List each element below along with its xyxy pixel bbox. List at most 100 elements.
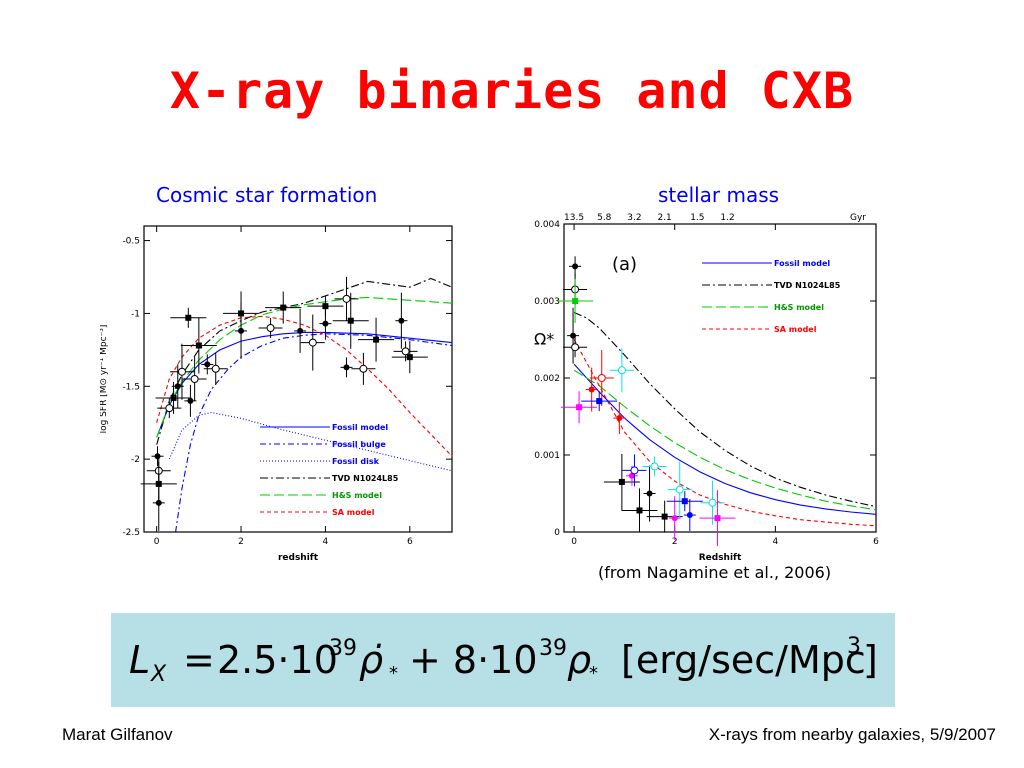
top-tick-label: 13.5	[564, 213, 584, 223]
top-tick-label: 1.2	[720, 213, 734, 223]
data-point	[617, 366, 626, 375]
x-tick-label: 6	[873, 537, 879, 547]
right-figure-caption: stellar mass	[658, 183, 780, 207]
data-point	[572, 263, 579, 270]
data-point	[686, 512, 693, 519]
formula-units-exp: 3	[847, 634, 861, 659]
sfr-plot-panel: 0 2 4 6 -0.5 -1 -1.5 -2 -2.5 Fossil model Fossil b…	[99, 212, 462, 572]
data-point	[373, 336, 380, 343]
x-axis-label: Redshift	[699, 553, 742, 563]
legend-label: TVD N1024L85	[774, 281, 841, 290]
legend-label: Fossil model	[332, 423, 388, 432]
data-point	[204, 361, 211, 368]
formula: L X = 2.5·10 39 ρ̇ * + 8·10 39 ρ * [erg/…	[129, 634, 878, 687]
top-tick-label: 2.1	[657, 213, 671, 223]
top-tick-label: 1.5	[690, 213, 704, 223]
formula-star1: *	[389, 663, 398, 684]
data-point	[322, 303, 329, 310]
data-point	[170, 394, 177, 401]
data-point	[597, 374, 606, 382]
data-point	[174, 383, 181, 390]
legend-label: Fossil disk	[332, 457, 380, 466]
data-point	[616, 415, 623, 422]
data-point	[187, 397, 194, 404]
y-axis-label: Ω*	[534, 330, 554, 349]
formula-lhs: L	[129, 638, 150, 682]
series-line	[156, 296, 453, 438]
series-line	[573, 369, 877, 511]
data-point	[646, 490, 653, 497]
data-point	[238, 327, 245, 334]
legend-label: Fossil model	[774, 259, 830, 268]
data-point	[297, 327, 304, 334]
data-point	[280, 304, 287, 311]
legend-label: H&S model	[332, 491, 382, 500]
data-point	[596, 398, 603, 405]
data-point	[343, 364, 350, 371]
data-point	[266, 324, 275, 332]
panel-label: (a)	[612, 254, 637, 275]
data-point	[572, 298, 579, 304]
legend-label: SA model	[332, 508, 375, 517]
stellar-mass-chart: 0 2 4 6 0 0.001 0.002 0.003 0.004 Fossil model TVD…	[534, 213, 879, 563]
data-point	[588, 386, 595, 393]
data-point	[630, 466, 639, 475]
footer-author: Marat Gilfanov	[62, 725, 173, 744]
plot-frame	[143, 225, 453, 533]
formula-star2: *	[589, 663, 598, 684]
svg-text:=: =	[183, 638, 215, 682]
data-point	[681, 498, 688, 505]
series-line	[168, 411, 453, 472]
data-point	[661, 513, 668, 520]
formula-exp2: 39	[539, 636, 567, 661]
stellar-mass-plot-panel: 0 2 4 6 0 0.001 0.002 0.003 0.004 Fossil model TVD…	[518, 208, 888, 568]
y-tick-label: 0	[554, 528, 560, 538]
top-axis-label: Gyr	[850, 213, 866, 223]
data-point	[714, 515, 721, 522]
data-point	[177, 367, 186, 376]
data-point	[154, 453, 161, 460]
formula-exp1: 39	[329, 636, 357, 661]
y-tick-label: 0.003	[534, 297, 560, 307]
x-tick-label: 4	[772, 537, 778, 547]
y-axis-label: log SFR [M⊙ yr⁻¹ Mpc⁻³]	[100, 325, 109, 434]
data-point	[708, 498, 717, 507]
legend-label: Fossil bulge	[332, 440, 386, 449]
data-point	[671, 515, 678, 522]
y-tick-label: -2	[131, 455, 140, 465]
data-point	[571, 343, 580, 352]
data-point	[359, 364, 368, 373]
y-tick-label: -1.5	[122, 382, 140, 392]
data-point	[650, 462, 659, 471]
data-point	[636, 507, 643, 514]
footer-event: X-rays from nearby galaxies, 5/9/2007	[708, 725, 996, 744]
data-point	[322, 320, 329, 327]
series-line	[573, 311, 877, 508]
top-tick-label: 5.8	[597, 213, 612, 223]
y-tick-label: 0.004	[534, 220, 560, 230]
top-tick-label: 3.2	[627, 213, 641, 223]
formula-box: L X = 2.5·10 39 ρ̇ * + 8·10 39 ρ * [erg/…	[111, 613, 895, 707]
y-tick-label: -1	[131, 309, 140, 319]
x-tick-label: 4	[323, 537, 329, 547]
data-point	[211, 364, 220, 373]
data-point	[570, 332, 577, 339]
legend-label: H&S model	[774, 303, 824, 312]
x-tick-label: 2	[238, 537, 244, 547]
y-tick-label: -2.5	[122, 528, 140, 538]
data-point	[190, 375, 199, 383]
formula-rho: ρ	[567, 638, 591, 682]
data-point	[155, 499, 162, 506]
formula-units: [erg/sec/Mpc	[621, 638, 866, 682]
series-line	[573, 363, 877, 515]
x-axis-label: redshift	[278, 553, 319, 563]
sfr-chart: 0 2 4 6 -0.5 -1 -1.5 -2 -2.5 Fossil model Fossil b…	[99, 225, 453, 563]
y-tick-label: 0.001	[534, 451, 560, 461]
citation: (from Nagamine et al., 2006)	[598, 563, 832, 582]
data-point	[675, 485, 684, 494]
series-line	[156, 315, 453, 457]
data-point	[195, 342, 202, 349]
slide-title: X-ray binaries and CXB	[169, 62, 855, 120]
data-point	[576, 404, 583, 411]
formula-plus-term: + 8·10	[409, 638, 538, 682]
